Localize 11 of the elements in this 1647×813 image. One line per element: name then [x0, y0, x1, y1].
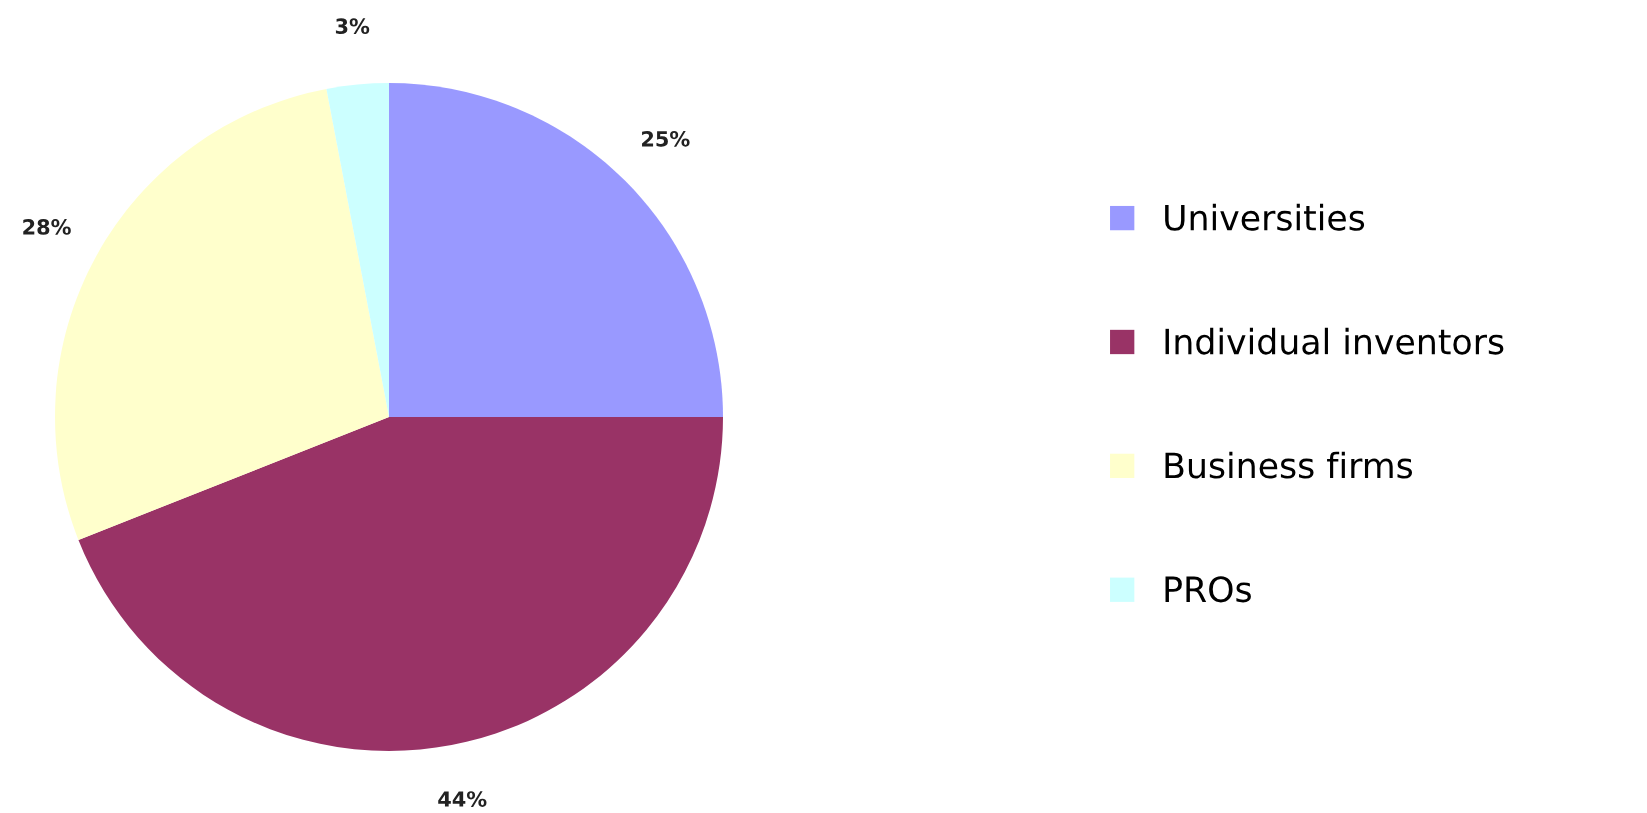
- legend-label: Individual inventors: [1165, 327, 1504, 355]
- legend-label: Universities: [1165, 203, 1365, 231]
- legend-label: PROs: [1165, 576, 1251, 603]
- data-label: 44%: [438, 791, 487, 807]
- pie-slice: [389, 83, 723, 417]
- data-label: 3%: [335, 18, 370, 34]
- legend-label: Business firms: [1165, 451, 1413, 479]
- data-label: 25%: [642, 130, 690, 147]
- pie-slice: [78, 417, 723, 751]
- data-label: 28%: [23, 219, 71, 235]
- pie-slice: [326, 83, 389, 417]
